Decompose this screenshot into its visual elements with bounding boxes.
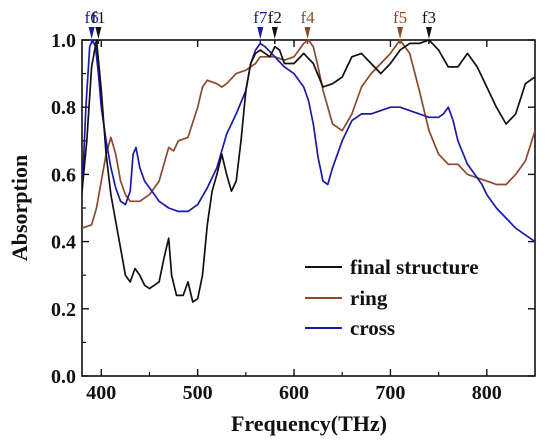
y-tick-label: 0.4 [51,232,76,254]
x-tick-label: 600 [279,382,309,404]
marker-label-f2: f2 [268,8,282,27]
series-line-ring [82,39,535,230]
y-tick-label: 0.0 [51,366,76,388]
marker-label-f4: f4 [300,8,315,27]
y-tick-label: 0.2 [51,299,76,321]
x-tick-label: 400 [86,382,116,404]
marker-arrow-f3 [425,27,432,39]
marker-label-f5: f5 [393,8,407,27]
legend-item-final-structure: final structure [305,255,479,279]
plot-frame [81,39,536,377]
y-tick-label: 0.6 [51,164,76,186]
series-group [82,39,535,303]
marker-arrow-f2 [271,27,278,39]
axes-frame-group [81,39,536,377]
marker-arrow-f6 [88,27,95,39]
x-tick-label: 700 [375,382,405,404]
legend-label-cross: cross [350,316,395,340]
legend-item-cross: cross [305,316,395,340]
marker-arrow-f5 [397,27,404,39]
tick-labels: 400 500 600 700 800 0.0 0.2 0.4 0.6 0.8 1.0 [51,30,502,404]
series-line-final-structure [82,39,535,303]
legend-label-ring: ring [350,286,388,310]
y-axis-label: Absorption [7,155,32,261]
x-tick-label: 500 [183,382,213,404]
legend-label-final-structure: final structure [350,255,479,279]
y-tick-label: 0.8 [51,97,76,119]
marker-arrow-f7 [257,27,264,39]
marker-arrow-f1 [95,27,102,39]
marker-label-f1: f1 [91,8,105,27]
series-line-cross [82,39,535,243]
legend: final structure ring cross [305,255,479,340]
marker-label-f6: f6 [85,8,99,27]
marker-label-f3: f3 [422,8,436,27]
x-axis-label: Frequency(THz) [231,411,387,436]
marker-arrow-f4 [304,27,311,39]
marker-label-f7: f7 [253,8,268,27]
x-tick-label: 800 [472,382,502,404]
y-tick-label: 1.0 [51,30,76,52]
legend-item-ring: ring [305,286,388,310]
